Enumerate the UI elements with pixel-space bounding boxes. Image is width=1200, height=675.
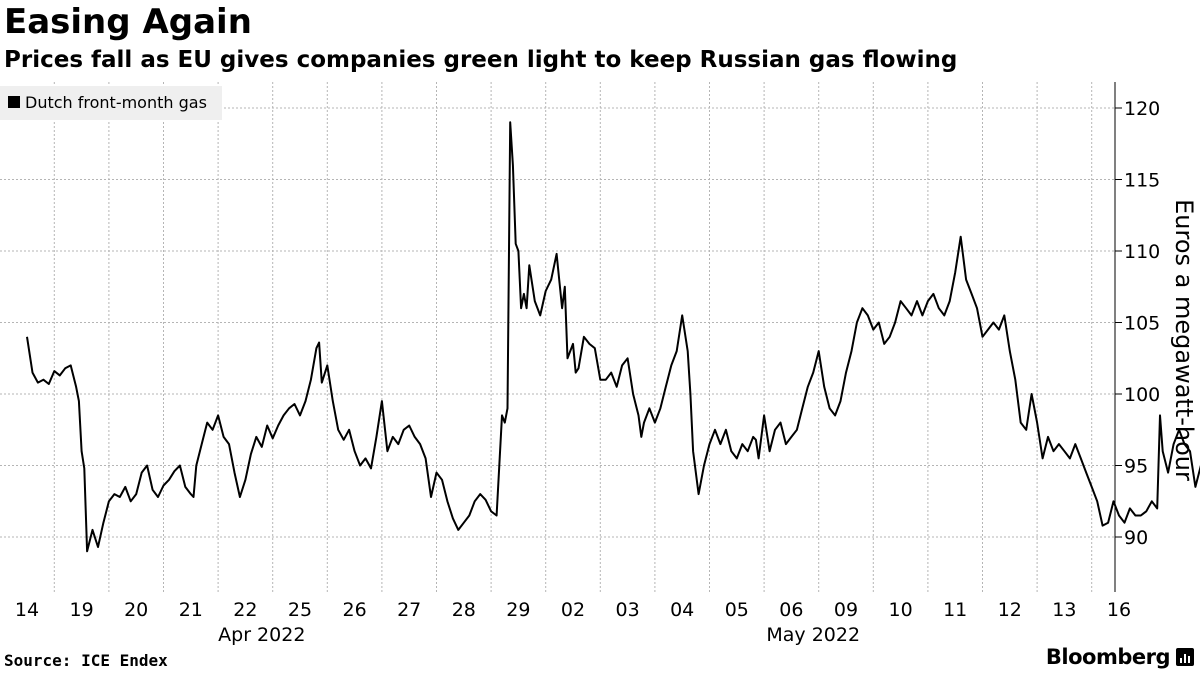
x-tick-label: 28 bbox=[452, 599, 476, 621]
x-tick-label: 12 bbox=[998, 599, 1022, 621]
x-tick-label: 19 bbox=[70, 599, 94, 621]
x-tick-label: 27 bbox=[397, 599, 421, 621]
y-tick-label: 115 bbox=[1124, 170, 1160, 192]
legend-label: Dutch front-month gas bbox=[25, 93, 207, 112]
y-tick-label: 100 bbox=[1124, 384, 1160, 406]
y-tick-label: 95 bbox=[1124, 456, 1148, 478]
x-tick-label: 04 bbox=[670, 599, 694, 621]
grid-layer bbox=[0, 82, 1115, 592]
x-tick-label: 26 bbox=[343, 599, 367, 621]
bloomberg-logo: Bloomberg bbox=[1046, 645, 1194, 669]
x-tick-label: 20 bbox=[124, 599, 148, 621]
y-tick-label: 110 bbox=[1124, 241, 1160, 263]
x-tick-label: 21 bbox=[179, 599, 203, 621]
y-axis-label: Euros a megawatt-hour bbox=[1170, 199, 1198, 481]
month-label: May 2022 bbox=[766, 624, 860, 646]
x-tick-label: 13 bbox=[1052, 599, 1076, 621]
chart-title: Easing Again bbox=[4, 2, 252, 42]
x-tick-label: 09 bbox=[834, 599, 858, 621]
x-tick-label: 25 bbox=[288, 599, 312, 621]
y-tick-label: 105 bbox=[1124, 313, 1160, 335]
x-tick-label: 10 bbox=[889, 599, 913, 621]
x-tick-label: 29 bbox=[506, 599, 530, 621]
x-tick-label: 22 bbox=[233, 599, 257, 621]
x-tick-label: 03 bbox=[616, 599, 640, 621]
x-tick-label: 02 bbox=[561, 599, 585, 621]
series-layer bbox=[26, 121, 1200, 553]
y-tick-label: 90 bbox=[1124, 527, 1148, 549]
axes-layer: 90 95 100 105 110 115 120 14 19 20 21 22 25 26 27 28 29 0… bbox=[15, 82, 1160, 646]
legend: Dutch front-month gas bbox=[0, 86, 222, 120]
bloomberg-chart-icon bbox=[1176, 648, 1194, 666]
y-tick-label: 120 bbox=[1124, 98, 1160, 120]
month-label: Apr 2022 bbox=[218, 624, 305, 646]
series-line bbox=[26, 121, 1200, 553]
x-tick-label: 06 bbox=[779, 599, 803, 621]
x-tick-label: 05 bbox=[725, 599, 749, 621]
legend-swatch bbox=[8, 96, 20, 108]
x-tick-label: 11 bbox=[943, 599, 967, 621]
source-note: Source: ICE Endex bbox=[4, 651, 168, 670]
chart-subtitle: Prices fall as EU gives companies green … bbox=[4, 47, 958, 73]
x-tick-label: 14 bbox=[15, 599, 39, 621]
legend-background bbox=[0, 86, 222, 120]
x-tick-label: 16 bbox=[1107, 599, 1131, 621]
